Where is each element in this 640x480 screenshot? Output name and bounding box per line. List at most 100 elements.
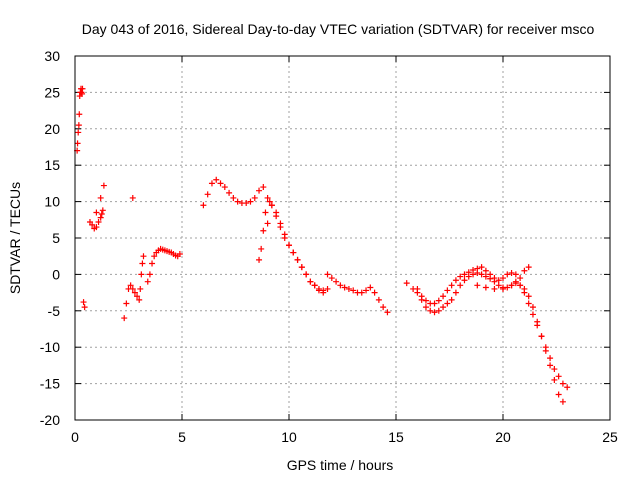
data-point bbox=[264, 220, 271, 227]
data-point bbox=[538, 333, 545, 340]
data-point bbox=[217, 180, 224, 187]
data-point bbox=[74, 140, 81, 147]
data-point bbox=[491, 278, 498, 285]
data-point bbox=[324, 271, 331, 278]
data-point bbox=[482, 273, 489, 280]
y-tick-label: -10 bbox=[40, 339, 60, 355]
data-point bbox=[258, 245, 265, 252]
data-point bbox=[337, 282, 344, 289]
data-point bbox=[525, 293, 532, 300]
data-point bbox=[367, 284, 374, 291]
data-point bbox=[268, 202, 275, 209]
data-point bbox=[260, 184, 267, 191]
data-point bbox=[534, 322, 541, 329]
data-point bbox=[139, 260, 146, 267]
data-point bbox=[234, 198, 241, 205]
data-point bbox=[281, 235, 288, 241]
data-point bbox=[440, 304, 447, 311]
data-point bbox=[521, 267, 528, 274]
data-point bbox=[508, 269, 515, 276]
x-tick-label: 15 bbox=[388, 429, 404, 445]
data-point bbox=[444, 287, 451, 294]
series-e bbox=[121, 253, 147, 322]
data-point bbox=[243, 200, 250, 207]
data-point bbox=[448, 296, 455, 303]
data-point bbox=[559, 398, 566, 405]
data-point bbox=[256, 256, 263, 263]
data-point bbox=[525, 300, 532, 307]
data-point bbox=[512, 278, 519, 285]
data-point bbox=[251, 194, 258, 201]
data-point bbox=[482, 267, 489, 274]
series-b bbox=[80, 299, 88, 311]
data-point bbox=[333, 278, 340, 285]
data-point bbox=[555, 373, 562, 380]
data-point bbox=[273, 213, 280, 220]
data-point bbox=[431, 309, 438, 316]
data-point bbox=[478, 271, 485, 278]
data-point bbox=[204, 191, 211, 198]
data-point bbox=[79, 90, 86, 97]
data-point bbox=[99, 207, 106, 214]
data-point bbox=[547, 355, 554, 362]
data-point bbox=[444, 300, 451, 307]
data-point bbox=[80, 299, 87, 306]
data-point bbox=[482, 284, 489, 291]
data-point bbox=[266, 198, 273, 205]
data-point bbox=[226, 189, 233, 196]
y-tick-label: -20 bbox=[40, 412, 60, 428]
data-point bbox=[551, 376, 558, 383]
y-tick-label: -5 bbox=[48, 303, 61, 319]
data-point bbox=[512, 271, 519, 278]
data-point bbox=[414, 285, 421, 292]
data-point bbox=[341, 284, 348, 291]
plot-frame bbox=[74, 55, 611, 421]
data-point bbox=[307, 278, 314, 285]
data-point bbox=[176, 251, 183, 258]
data-point bbox=[559, 380, 566, 387]
data-point bbox=[320, 289, 327, 296]
data-point bbox=[495, 282, 502, 289]
data-point bbox=[221, 184, 228, 191]
y-tick-label: 30 bbox=[44, 48, 60, 64]
data-point bbox=[262, 209, 269, 216]
data-point bbox=[508, 282, 515, 289]
data-point bbox=[324, 285, 331, 292]
series-c bbox=[86, 182, 107, 232]
y-tick-label: 15 bbox=[44, 157, 60, 173]
data-point bbox=[517, 282, 524, 289]
y-tick-labels: -20 -15 -10 -5 0 5 10 15 20 25 30 bbox=[40, 48, 60, 428]
data-point bbox=[137, 285, 144, 292]
data-point bbox=[93, 224, 100, 231]
data-point bbox=[294, 256, 301, 263]
data-point bbox=[93, 209, 100, 216]
data-point bbox=[495, 277, 502, 284]
data-point bbox=[264, 194, 271, 201]
data-points bbox=[74, 85, 571, 405]
data-point bbox=[478, 264, 485, 271]
data-point bbox=[131, 289, 138, 296]
data-point bbox=[525, 264, 532, 271]
data-point bbox=[256, 187, 263, 194]
data-point bbox=[435, 307, 442, 314]
y-tick-label: 5 bbox=[52, 230, 60, 246]
data-point bbox=[529, 311, 536, 318]
data-point bbox=[129, 194, 136, 201]
x-axis-label: GPS time / hours bbox=[287, 457, 394, 473]
data-point bbox=[208, 180, 215, 187]
x-tick-label: 25 bbox=[602, 429, 618, 445]
data-point bbox=[149, 260, 156, 267]
data-point bbox=[418, 296, 425, 303]
data-point bbox=[461, 277, 468, 284]
data-point bbox=[504, 271, 511, 278]
data-point bbox=[422, 297, 429, 304]
data-point bbox=[97, 194, 104, 201]
x-tick-label: 10 bbox=[281, 429, 297, 445]
x-tick-labels: 0 5 10 15 20 25 bbox=[71, 429, 618, 445]
data-point bbox=[123, 300, 130, 307]
data-point bbox=[363, 287, 370, 294]
data-point bbox=[457, 273, 464, 280]
data-point bbox=[555, 391, 562, 398]
data-point bbox=[98, 210, 105, 217]
